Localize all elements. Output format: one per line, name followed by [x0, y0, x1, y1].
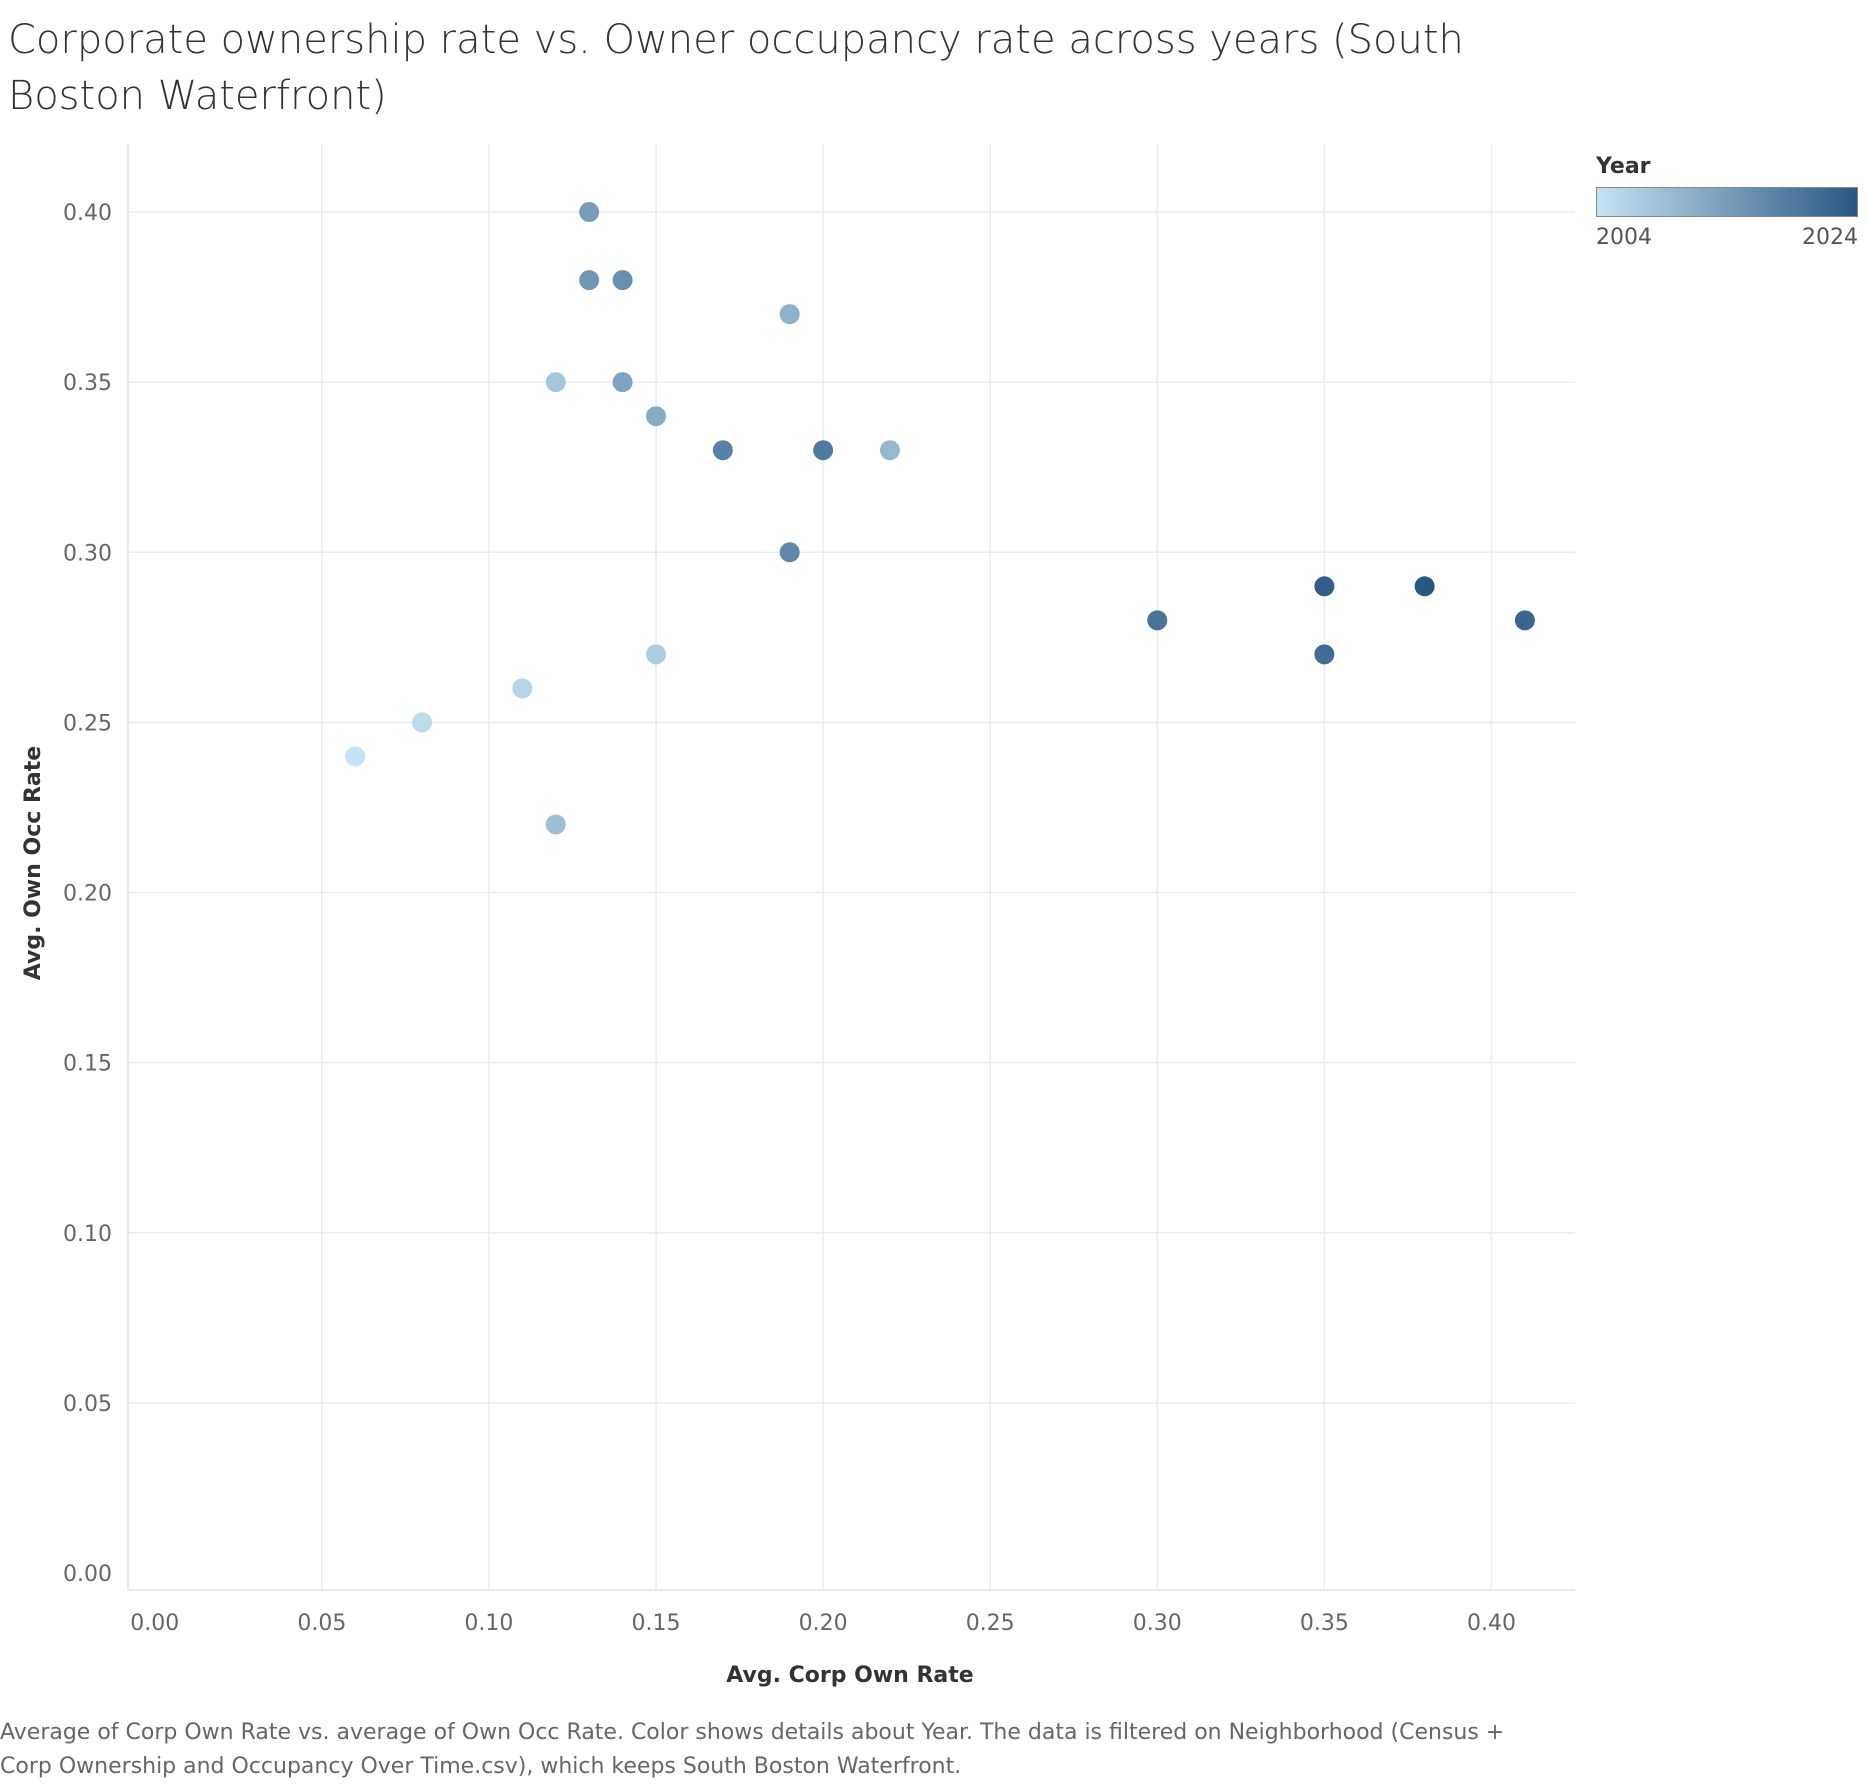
x-tick-label: 0.40	[1467, 1611, 1516, 1636]
data-point	[779, 542, 800, 563]
data-point	[879, 440, 900, 461]
x-axis-ticks: 0.00 0.05 0.10 0.15 0.20 0.25 0.30 0.35 0.40	[130, 1611, 1516, 1636]
y-tick-label: 0.30	[63, 541, 112, 566]
y-tick-label: 0.20	[63, 882, 112, 907]
y-tick-label: 0.25	[63, 711, 112, 736]
data-point	[1314, 576, 1335, 597]
legend-color-ramp	[1596, 187, 1858, 217]
y-tick-label: 0.35	[63, 371, 112, 396]
data-point	[512, 678, 533, 699]
legend-title: Year	[1596, 154, 1651, 179]
x-tick-label: 0.10	[464, 1611, 513, 1636]
x-axis-title: Avg. Corp Own Rate	[726, 1663, 973, 1688]
x-tick-label: 0.15	[632, 1611, 681, 1636]
x-tick-label: 0.25	[966, 1611, 1015, 1636]
chart-title: Corporate ownership rate vs. Owner occup…	[8, 17, 1464, 119]
data-point	[412, 712, 433, 733]
data-point	[612, 372, 633, 393]
legend-labels: 2004 2024	[1596, 225, 1858, 250]
y-tick-label: 0.15	[63, 1052, 112, 1077]
data-point	[813, 440, 834, 461]
data-point	[646, 644, 667, 665]
y-axis-ticks: 0.00 0.05 0.10 0.15 0.20 0.25 0.30 0.35 0.40	[63, 201, 112, 1587]
data-point	[1314, 644, 1335, 665]
x-tick-label: 0.05	[297, 1611, 346, 1636]
y-tick-label: 0.40	[63, 201, 112, 226]
data-points	[345, 202, 1535, 835]
data-point	[545, 814, 566, 835]
data-point	[545, 372, 566, 393]
data-point	[646, 406, 667, 427]
x-tick-label: 0.35	[1300, 1611, 1349, 1636]
x-tick-label: 0.30	[1133, 1611, 1182, 1636]
data-point	[579, 270, 600, 291]
y-tick-label: 0.00	[63, 1562, 112, 1587]
data-point	[579, 202, 600, 223]
data-point	[1514, 610, 1535, 631]
x-tick-label: 0.00	[130, 1611, 179, 1636]
data-point	[712, 440, 733, 461]
data-point	[779, 304, 800, 325]
y-axis-title: Avg. Own Occ Rate	[21, 746, 46, 980]
y-tick-label: 0.10	[63, 1222, 112, 1247]
legend-max-label: 2024	[1802, 225, 1858, 250]
data-point	[612, 270, 633, 291]
legend-min-label: 2004	[1596, 225, 1652, 250]
data-point	[345, 746, 366, 767]
y-tick-label: 0.05	[63, 1392, 112, 1417]
chart-caption: Average of Corp Own Rate vs. average of …	[0, 1720, 1505, 1779]
grid-lines	[127, 144, 1575, 1591]
color-legend: Year 2004 2024	[1596, 154, 1866, 250]
scatter-chart: 0.00 0.05 0.10 0.15 0.20 0.25 0.30 0.35 0.40 0.0…	[21, 144, 1575, 1688]
data-point	[1147, 610, 1168, 631]
x-tick-label: 0.20	[799, 1611, 848, 1636]
data-point	[1414, 576, 1435, 597]
